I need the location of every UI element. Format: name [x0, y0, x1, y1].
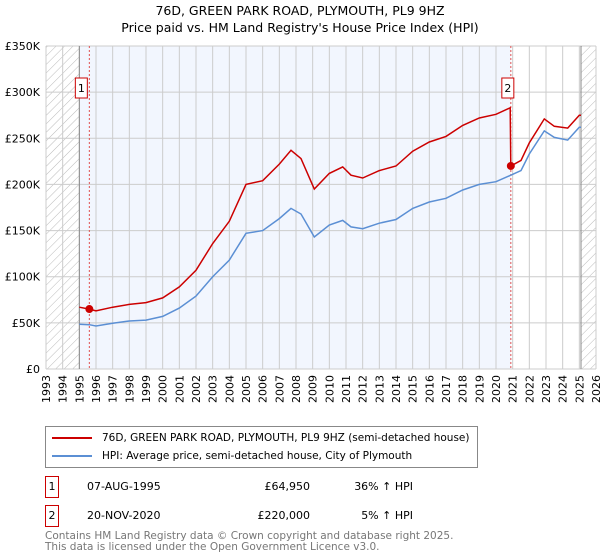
ownership-shading [79, 46, 511, 369]
y-tick-label: £150K [5, 225, 41, 238]
x-tick-label: 2023 [540, 375, 553, 403]
transaction-hpi: 5% ↑ HPI [361, 509, 413, 522]
x-tick-label: 2010 [323, 375, 336, 403]
y-tick-label: £0 [26, 363, 40, 376]
y-tick-label: £300K [5, 86, 41, 99]
x-tick-label: 1993 [40, 375, 53, 403]
sale-label-box [74, 77, 88, 99]
x-tick-label: 2007 [273, 375, 286, 403]
x-tick-label: 2002 [190, 375, 203, 403]
x-tick-label: 2026 [590, 375, 600, 403]
x-tick-label: 1995 [73, 375, 86, 403]
x-tick-label: 2011 [340, 375, 353, 403]
x-tick-label: 2012 [357, 375, 370, 403]
legend-swatch-hpi [52, 455, 92, 457]
x-tick-label: 2008 [290, 375, 303, 403]
x-tick-label: 1994 [57, 375, 70, 403]
x-tick-label: 2003 [207, 375, 220, 403]
transaction-price: £64,950 [264, 480, 311, 493]
transaction-row: 2 20-NOV-2020 £220,000 5% ↑ HPI [45, 505, 445, 527]
chart-title: 76D, GREEN PARK ROAD, PLYMOUTH, PL9 9HZ [155, 3, 445, 18]
chart-subtitle: Price paid vs. HM Land Registry's House … [121, 20, 479, 35]
x-tick-label: 2001 [173, 375, 186, 403]
x-tick-label: 2025 [573, 375, 586, 403]
sale-label: 1 [78, 82, 85, 95]
x-tick-label: 2014 [390, 375, 403, 403]
x-tick-label: 2009 [307, 375, 320, 403]
x-tick-label: 1998 [123, 375, 136, 403]
y-tick-label: £100K [5, 271, 41, 284]
x-tick-label: 2021 [507, 375, 520, 403]
price-chart: 1993 1994 1995 1996 1997 1998 1999 2000 2001 2002… [5, 40, 600, 403]
y-tick-label: £50K [12, 317, 41, 330]
footer: Contains HM Land Registry data © Crown c… [45, 531, 453, 553]
x-tick-label: 2006 [257, 375, 270, 403]
x-tick-label: 2024 [557, 375, 570, 403]
footer-copyright: Contains HM Land Registry data © Crown c… [45, 530, 454, 542]
sale-label-box [501, 77, 515, 99]
transaction-hpi: 36% ↑ HPI [354, 480, 413, 493]
hpi-line [79, 126, 581, 327]
x-tick-label: 2019 [473, 375, 486, 403]
legend: 76D, GREEN PARK ROAD, PLYMOUTH, PL9 9HZ … [45, 426, 478, 468]
y-tick-label: £350K [5, 40, 41, 53]
hatch-after-data [581, 46, 596, 369]
x-tick-label: 2020 [490, 375, 503, 403]
legend-label-property: 76D, GREEN PARK ROAD, PLYMOUTH, PL9 9HZ … [102, 432, 470, 444]
footer-licence: This data is licensed under the Open Gov… [45, 541, 380, 553]
x-tick-label: 2004 [223, 375, 236, 403]
x-tick-label: 1999 [140, 375, 153, 403]
x-tick-label: 2016 [423, 375, 436, 403]
transaction-price: £220,000 [257, 509, 311, 522]
legend-label-hpi: HPI: Average price, semi-detached house,… [102, 450, 413, 462]
x-tick-label: 2017 [440, 375, 453, 403]
transaction-row: 1 07-AUG-1995 £64,950 36% ↑ HPI [45, 476, 445, 498]
x-tick-label: 1997 [107, 375, 120, 403]
x-tick-label: 2015 [407, 375, 420, 403]
x-tick-label: 2022 [523, 375, 536, 403]
transaction-date: 07-AUG-1995 [87, 480, 161, 493]
x-tick-label: 2005 [240, 375, 253, 403]
y-tick-label: £250K [5, 132, 41, 145]
property-price-line [79, 106, 581, 312]
x-tick-label: 2000 [157, 375, 170, 403]
x-tick-label: 2018 [457, 375, 470, 403]
x-tick-label: 2013 [373, 375, 386, 403]
sale-point [506, 161, 515, 170]
transaction-marker: 2 [45, 505, 59, 527]
y-tick-label: £200K [5, 178, 41, 191]
transaction-marker: 1 [45, 476, 59, 498]
sale-label: 2 [504, 82, 511, 95]
transaction-date: 20-NOV-2020 [87, 509, 161, 522]
x-tick-label: 1996 [90, 375, 103, 403]
sale-point [85, 305, 94, 314]
legend-swatch-property [52, 437, 92, 439]
